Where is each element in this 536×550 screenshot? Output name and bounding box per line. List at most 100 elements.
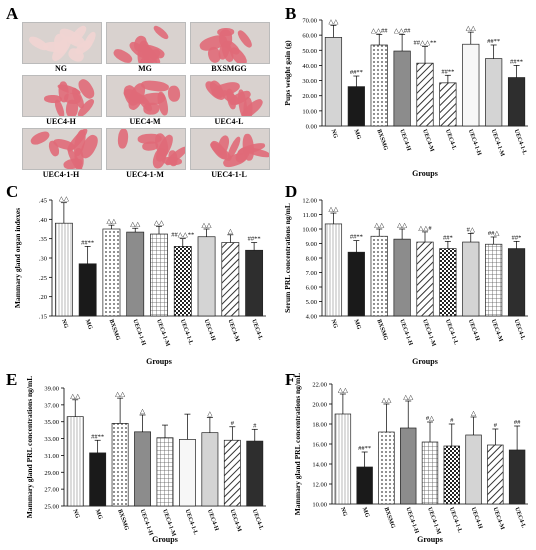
x-tick-label: UEC4-L [250, 319, 263, 341]
significance-label: △△ [130, 221, 141, 228]
x-tick-label: BXSMG [383, 507, 396, 530]
y-tick-label: 14.00 [312, 462, 327, 469]
photo-label: BXSMGG [211, 64, 247, 73]
y-tick-label: 12.00 [312, 482, 327, 489]
bar [126, 231, 145, 317]
y-axis-title: Serum PRL concentrations ng/mL [283, 203, 292, 313]
bar [507, 248, 526, 317]
y-tick-label: 27.00 [44, 487, 59, 494]
bar [508, 449, 526, 505]
significance-label: △△ [381, 397, 392, 404]
x-tick-label: UEC4-L [444, 129, 457, 151]
bar [400, 427, 417, 505]
bar [89, 452, 107, 507]
photo-label: UEC4-1-M [126, 170, 164, 179]
y-tick-label: 70.00 [302, 18, 317, 25]
photo-label: UEC4-1-H [42, 170, 80, 179]
significance-label: #△ [467, 226, 476, 233]
x-axis-title: Groups [152, 535, 178, 544]
y-tick-label: 60.00 [302, 33, 317, 40]
bar [356, 466, 373, 505]
bar [102, 228, 121, 317]
pup-shape [151, 24, 170, 42]
significance-label: ##* [443, 234, 453, 241]
bar [246, 440, 264, 507]
panel-letter-f: F [285, 370, 296, 389]
panel-letter-d: D [285, 182, 298, 201]
significance-label: △△ [154, 219, 165, 226]
y-tick-label: 20.00 [302, 93, 317, 100]
x-tick-label: UEC4-1-H [467, 129, 482, 157]
chart-b: 0.00 10.00 20.00 30.00 40.00 50.00 60.00 70.00 P… [283, 18, 528, 178]
significance-label: ##△△** [414, 40, 437, 47]
x-tick-label: UEC4-1-H [404, 507, 419, 535]
y-tick-label: 5.00 [306, 299, 317, 306]
y-tick-label: 50.00 [302, 48, 317, 55]
x-tick-label: UEC4-H [203, 319, 216, 342]
x-tick-label: UEC4-1-M [426, 507, 441, 536]
bar [443, 445, 460, 505]
significance-label: ##* [512, 234, 522, 241]
significance-label: ##** [248, 236, 261, 243]
x-tick-label: UEC4-H [398, 129, 411, 152]
y-axis-title: Mammary gland PRL concentrations ng/mL [25, 376, 34, 519]
x-tick-label: UEC4-L [251, 509, 264, 531]
bar [173, 246, 192, 317]
y-tick-label: 30.00 [302, 78, 317, 85]
significance-label: ##** [358, 445, 371, 452]
y-tick-label: 22.00 [312, 382, 327, 389]
significance-label: ##** [81, 239, 94, 246]
chart-d: 4.00 5.00 6.00 7.00 8.00 9.00 10.00 11.00 12.00 S… [283, 198, 528, 366]
bar [485, 58, 503, 127]
x-tick-label: UEC4-L [513, 507, 526, 529]
significance-label: # [253, 422, 257, 429]
y-tick-label: 10.00 [302, 227, 317, 234]
x-tick-label: MG [84, 319, 93, 331]
significance-label: △△## [371, 27, 388, 34]
bar [462, 43, 480, 127]
y-tick-label: 39.00 [44, 386, 59, 393]
x-tick-label: UEC4-1-L [513, 129, 528, 156]
y-tick-label: .45 [39, 198, 47, 205]
bar [507, 77, 526, 127]
bar [324, 37, 343, 127]
bar [150, 233, 168, 317]
bar [179, 439, 196, 507]
x-tick-label: UEC4-M [491, 507, 505, 531]
y-tick-label: 11.00 [303, 212, 317, 219]
bar [221, 242, 240, 317]
y-tick-label: 29.00 [44, 470, 59, 477]
y-tick-label: .15 [39, 314, 47, 321]
significance-label: △△ [397, 222, 408, 229]
significance-label: ##△△** [171, 232, 194, 239]
bar [370, 235, 388, 317]
pup-shape [117, 129, 129, 150]
y-tick-label: 40.00 [302, 63, 317, 70]
pup-shape [202, 78, 228, 104]
significance-label: ##** [510, 58, 523, 65]
y-tick-label: .20 [39, 294, 47, 301]
y-tick-label: 7.00 [306, 270, 317, 277]
x-tick-label: BXSMG [375, 319, 388, 342]
significance-label: △△ [59, 196, 70, 203]
significance-label: △△# [418, 225, 432, 232]
bar [334, 413, 352, 505]
pup-photo [190, 128, 270, 170]
significance-label: ##△ [488, 230, 501, 237]
y-axis-title: Mammary gland organ indexes [13, 208, 22, 308]
x-tick-label: NG [60, 319, 69, 330]
bar [439, 248, 457, 317]
x-tick-label: MG [352, 319, 361, 331]
bar [245, 249, 264, 317]
x-tick-label: UEC4-M [490, 319, 504, 343]
pup-shape [167, 85, 181, 103]
x-tick-label: UEC4-H [467, 319, 480, 342]
x-axis-title: Groups [146, 357, 172, 366]
y-tick-label: 31.00 [44, 453, 59, 460]
significance-label: # [450, 417, 454, 424]
pup-photo [190, 22, 270, 64]
bar [66, 416, 84, 507]
photo-label: UEC4-M [129, 117, 161, 126]
y-tick-label: 4.00 [306, 314, 317, 321]
x-tick-label: UEC4-1-M [490, 129, 505, 158]
